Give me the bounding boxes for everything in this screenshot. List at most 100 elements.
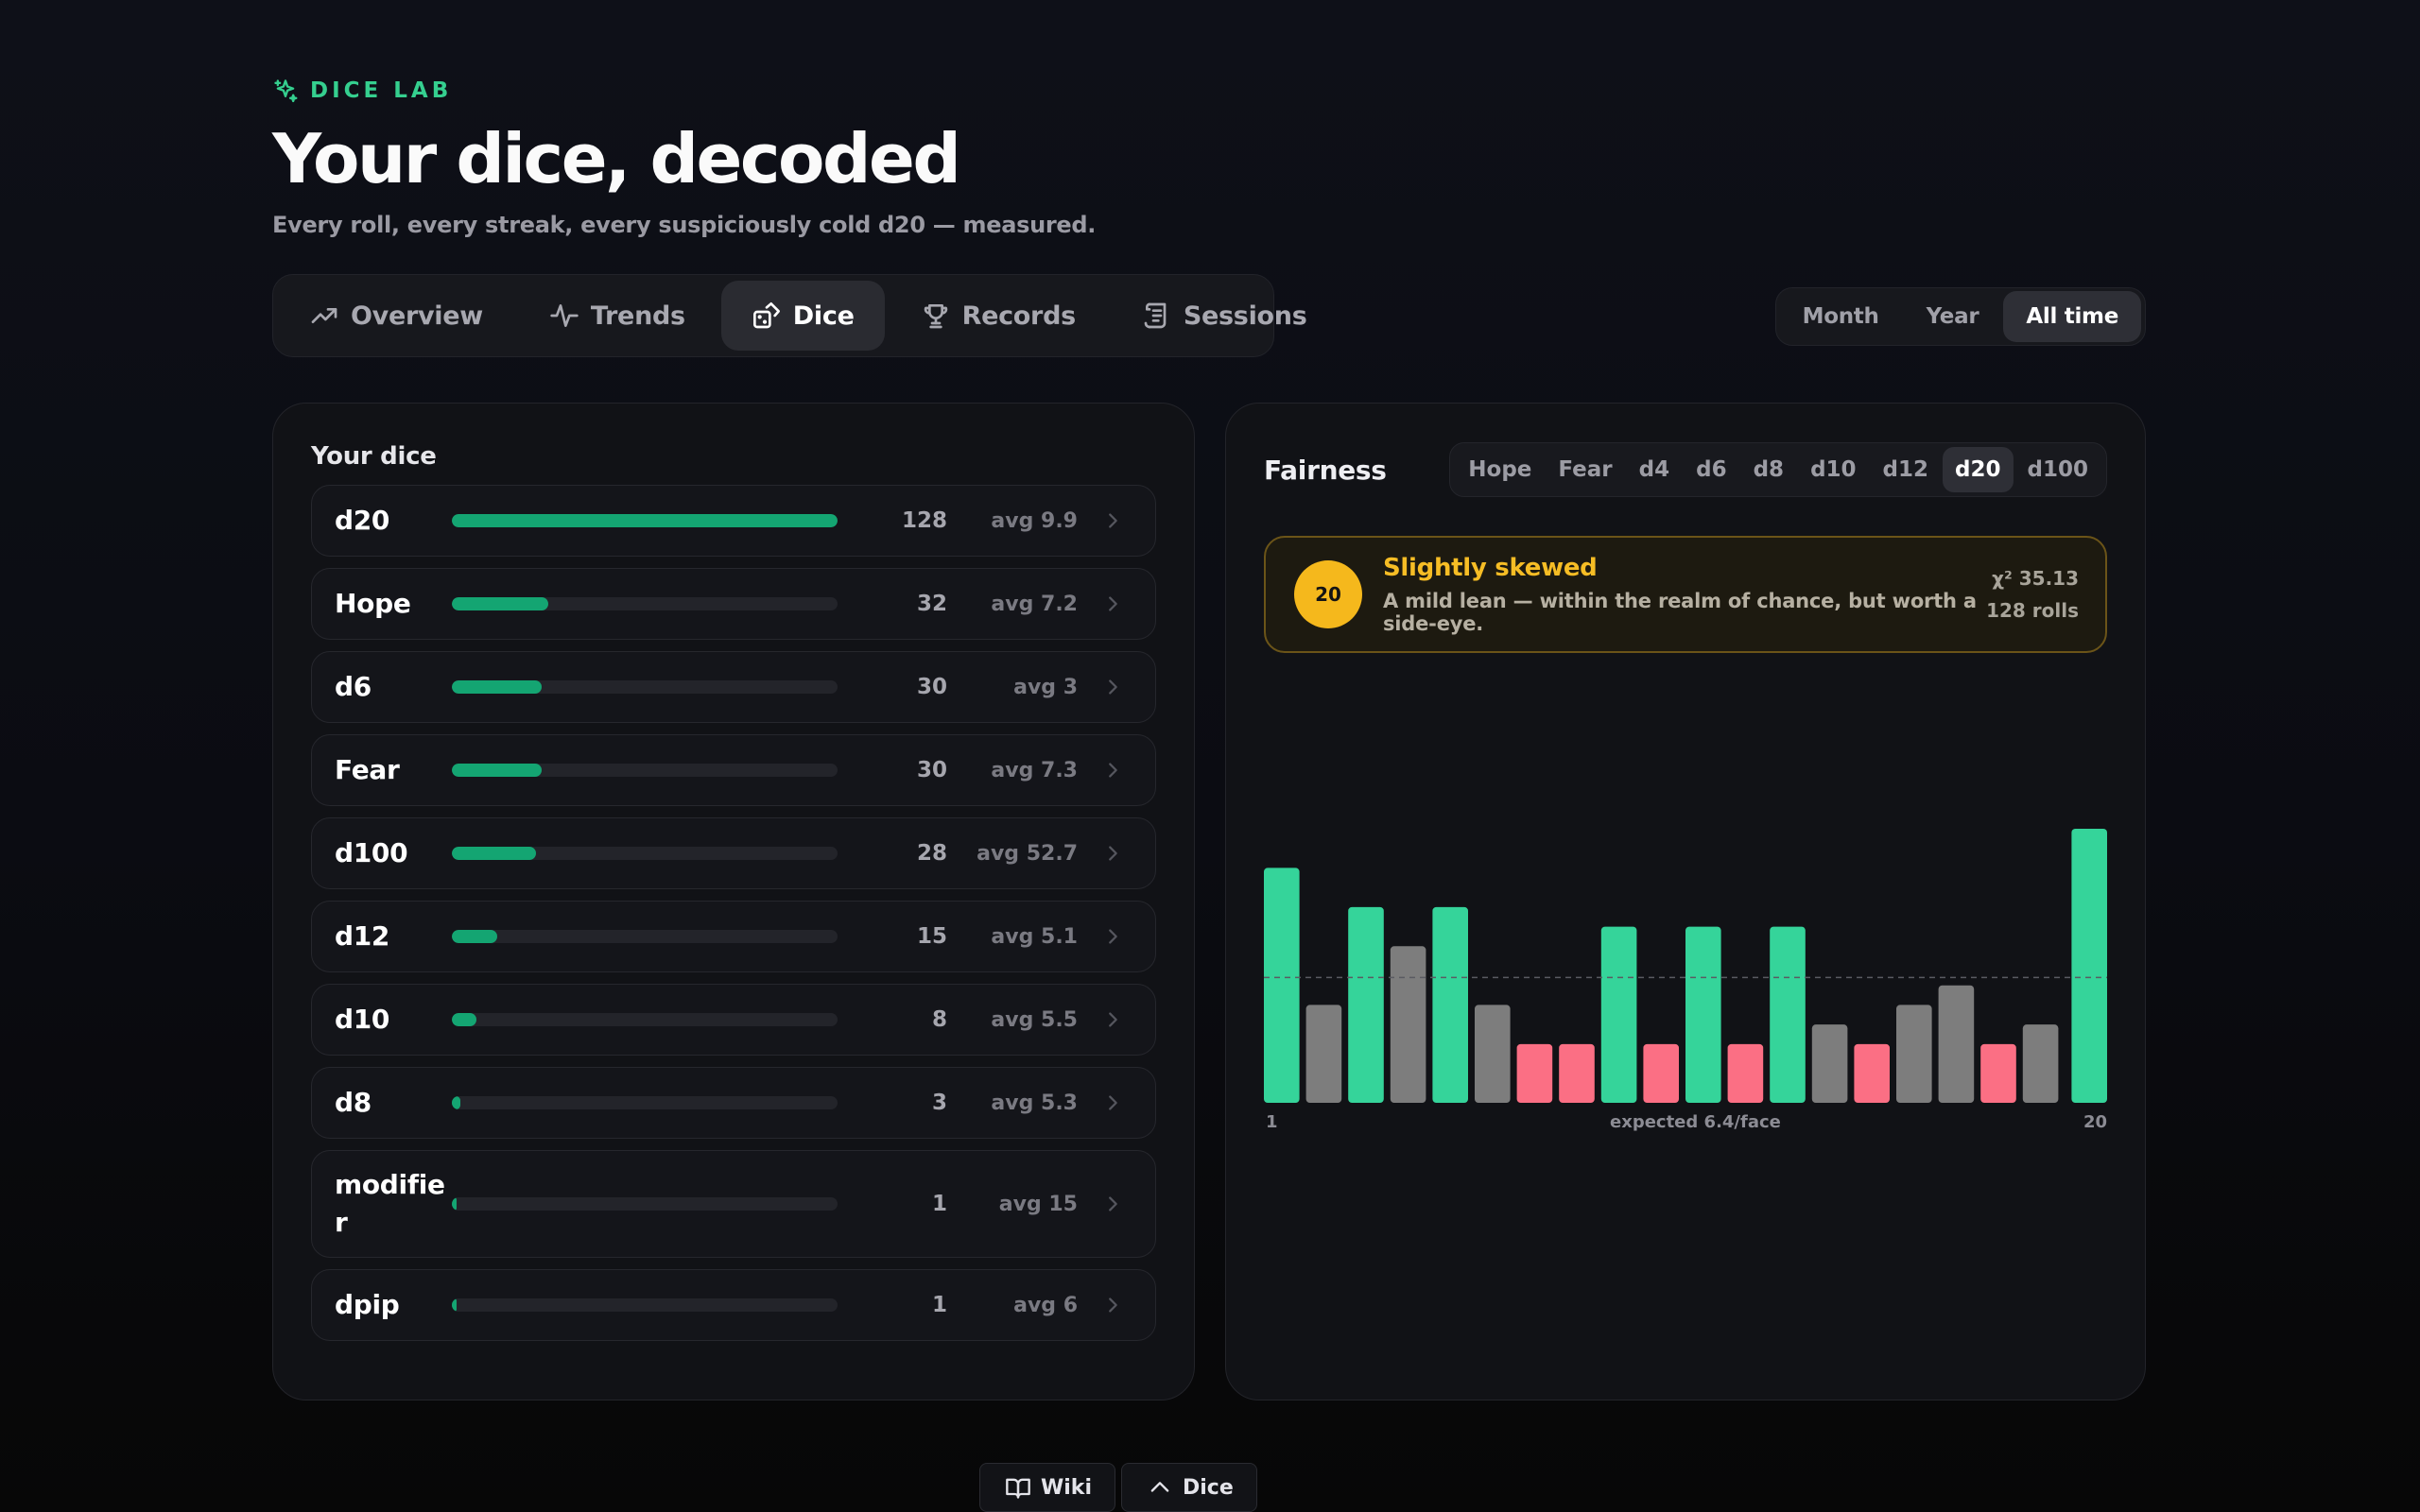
tab-overview[interactable]: Overview — [279, 281, 513, 351]
dice-name: Fear — [335, 754, 400, 785]
roll-average: avg 9.9 — [991, 508, 1078, 533]
dice-row[interactable]: d12 15 avg 5.1 — [311, 901, 1156, 972]
face-bar-20 — [2071, 829, 2107, 1103]
sparkles-icon — [274, 79, 298, 103]
face-bar-13 — [1770, 926, 1806, 1103]
usage-bar-fill — [452, 1298, 457, 1312]
usage-bar-fill — [452, 514, 838, 527]
dice-toggle-button[interactable]: Dice — [1121, 1463, 1257, 1512]
dice-name: d8 — [335, 1087, 372, 1118]
dice-name: d100 — [335, 837, 408, 868]
dice-name: d12 — [335, 920, 390, 952]
scroll-icon — [1144, 302, 1167, 329]
die-option-d4[interactable]: d4 — [1638, 457, 1670, 482]
dice-row[interactable]: d100 28 avg 52.7 — [311, 817, 1156, 889]
page-title: Your dice, decoded — [272, 119, 961, 198]
die-option-fear[interactable]: Fear — [1558, 457, 1613, 482]
usage-bar — [452, 597, 838, 610]
roll-average: avg 6 — [1013, 1293, 1078, 1317]
tab-bar: Overview Trends Dice Records Sessions — [272, 274, 1307, 357]
dice-name: modifier — [335, 1169, 445, 1238]
book-icon — [1006, 1478, 1030, 1499]
usage-bar — [452, 1197, 838, 1211]
trending-up-icon — [311, 308, 337, 323]
chevron-right-icon — [1078, 1009, 1123, 1030]
chevron-right-icon — [1078, 760, 1123, 781]
usage-bar-fill — [452, 847, 537, 860]
dice-row[interactable]: d20 128 avg 9.9 — [311, 485, 1156, 557]
face-bar-6 — [1475, 1005, 1511, 1103]
dice-row[interactable]: d10 8 avg 5.5 — [311, 984, 1156, 1056]
face-bar-17 — [1938, 985, 1975, 1103]
tab-dice[interactable]: Dice — [720, 281, 885, 351]
roll-count: 128 — [901, 508, 947, 533]
distribution-chart: 1 expected 6.4/face 20 — [1264, 725, 2107, 1141]
range-all-time[interactable]: All time — [2003, 291, 2141, 342]
die-option-d8[interactable]: d8 — [1753, 457, 1785, 482]
range-month[interactable]: Month — [1802, 304, 1879, 329]
face-bar-12 — [1727, 1043, 1764, 1103]
chevron-right-icon — [1078, 1092, 1123, 1113]
die-option-d6[interactable]: d6 — [1696, 457, 1727, 482]
face-bar-1 — [1264, 868, 1300, 1103]
wiki-button[interactable]: Wiki — [979, 1463, 1115, 1512]
tabs-row: Overview Trends Dice Records Sessions Mo… — [272, 274, 2146, 357]
roll-average: avg 5.3 — [991, 1091, 1078, 1115]
face-bar-9 — [1600, 926, 1637, 1103]
verdict-title: Slightly skewed — [1383, 554, 1598, 582]
usage-bar — [452, 764, 838, 777]
face-bar-8 — [1559, 1043, 1595, 1103]
roll-count: 1 — [931, 1293, 947, 1317]
verdict-description: A mild lean — within the realm of chance… — [1383, 590, 1977, 635]
roll-count: 30 — [916, 758, 947, 782]
die-option-hope[interactable]: Hope — [1468, 457, 1532, 482]
roll-average: avg 7.3 — [991, 758, 1078, 782]
die-option-d20[interactable]: d20 — [1943, 447, 2014, 492]
dice-name: d6 — [335, 671, 372, 702]
dice-row[interactable]: Hope 32 avg 7.2 — [311, 568, 1156, 640]
dice-name: Hope — [335, 588, 411, 619]
roll-count: 32 — [916, 592, 947, 616]
verdict-badge: 20 — [1294, 560, 1362, 628]
dice-row[interactable]: d6 30 avg 3 — [311, 651, 1156, 723]
die-option-d100[interactable]: d100 — [2027, 457, 2088, 482]
usage-bar — [452, 1013, 838, 1026]
face-bar-3 — [1348, 906, 1384, 1103]
tab-trends[interactable]: Trends — [519, 281, 716, 351]
panel-title: Your dice — [311, 442, 437, 471]
roll-average: avg 7.2 — [991, 592, 1078, 616]
dice-row[interactable]: dpip 1 avg 6 — [311, 1269, 1156, 1341]
die-option-d10[interactable]: d10 — [1810, 457, 1857, 482]
page-subtitle: Every roll, every streak, every suspicio… — [272, 212, 1097, 238]
roll-average: avg 15 — [998, 1192, 1078, 1216]
wiki-label: Wiki — [1041, 1475, 1092, 1500]
usage-bar-fill — [452, 1096, 461, 1109]
dice-row[interactable]: Fear 30 avg 7.3 — [311, 734, 1156, 806]
usage-bar-fill — [452, 597, 548, 610]
face-bar-2 — [1305, 1005, 1342, 1103]
verdict-text: Slightly skewed A mild lean — within the… — [1383, 554, 1986, 635]
tab-sessions[interactable]: Sessions — [1112, 281, 1338, 351]
face-bar-18 — [1980, 1043, 2016, 1103]
face-bar-7 — [1516, 1043, 1553, 1103]
page-header: DICE LAB Your dice, decoded Every roll, … — [272, 76, 2146, 357]
chevron-up-icon — [1150, 1482, 1169, 1492]
roll-average: avg 5.1 — [991, 924, 1078, 949]
face-bar-5 — [1432, 906, 1468, 1103]
chevron-right-icon — [1078, 593, 1123, 614]
face-bar-10 — [1643, 1043, 1679, 1103]
trophy-icon — [924, 304, 947, 329]
tab-records[interactable]: Records — [890, 281, 1106, 351]
roll-count: 1 — [931, 1192, 947, 1216]
chevron-right-icon — [1078, 843, 1123, 864]
distribution-chart-svg — [1264, 829, 2107, 1103]
tab-label: Overview — [351, 301, 483, 331]
range-year[interactable]: Year — [1926, 304, 1979, 329]
activity-icon — [550, 304, 579, 327]
face-bar-4 — [1390, 946, 1426, 1103]
usage-bar-fill — [452, 1013, 476, 1026]
die-option-d12[interactable]: d12 — [1882, 457, 1929, 482]
dice-row[interactable]: d8 3 avg 5.3 — [311, 1067, 1156, 1139]
tab-label: Sessions — [1183, 301, 1307, 331]
dice-row[interactable]: modifier 1 avg 15 — [311, 1150, 1156, 1258]
